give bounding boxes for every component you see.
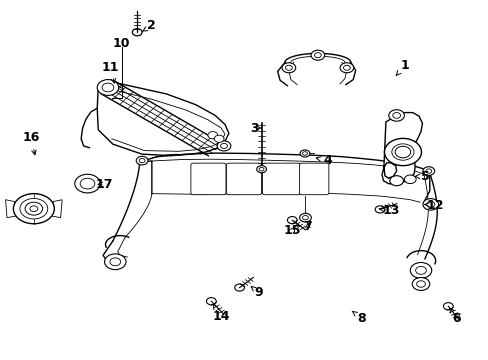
Text: 6: 6 [449, 308, 460, 325]
Text: 1: 1 [395, 59, 409, 75]
Text: 7: 7 [303, 220, 312, 233]
Circle shape [389, 176, 403, 186]
Circle shape [426, 202, 434, 207]
Polygon shape [381, 113, 422, 184]
Circle shape [374, 206, 384, 213]
Circle shape [97, 80, 119, 95]
Circle shape [214, 135, 224, 142]
Circle shape [30, 206, 38, 212]
Circle shape [443, 303, 452, 310]
Circle shape [388, 110, 404, 121]
Text: 12: 12 [423, 199, 444, 212]
Circle shape [415, 266, 426, 274]
Circle shape [110, 258, 121, 266]
Circle shape [416, 281, 425, 287]
Text: 14: 14 [212, 305, 229, 324]
Text: 15: 15 [283, 224, 301, 238]
Text: 8: 8 [351, 311, 365, 325]
Circle shape [411, 278, 429, 291]
Circle shape [302, 152, 307, 155]
Circle shape [422, 199, 438, 210]
Circle shape [132, 29, 142, 36]
Circle shape [422, 167, 434, 175]
Circle shape [392, 113, 400, 118]
Text: 5: 5 [414, 170, 428, 183]
Circle shape [394, 146, 410, 158]
Circle shape [404, 175, 415, 184]
Circle shape [75, 174, 100, 193]
Text: 3: 3 [249, 122, 261, 135]
Circle shape [136, 156, 148, 165]
FancyBboxPatch shape [190, 163, 225, 195]
Text: 11: 11 [102, 60, 119, 83]
Circle shape [234, 284, 244, 291]
Circle shape [300, 150, 309, 157]
Circle shape [391, 144, 413, 160]
Circle shape [285, 65, 292, 70]
Circle shape [302, 216, 308, 220]
Circle shape [207, 132, 217, 139]
Text: 2: 2 [142, 19, 156, 32]
Circle shape [259, 167, 264, 171]
Circle shape [287, 217, 297, 224]
Circle shape [314, 53, 321, 58]
Text: 17: 17 [96, 178, 113, 191]
Circle shape [310, 50, 324, 60]
Circle shape [206, 298, 216, 305]
FancyBboxPatch shape [262, 163, 300, 195]
Circle shape [299, 213, 311, 222]
Circle shape [339, 63, 353, 73]
Circle shape [104, 254, 126, 270]
Polygon shape [5, 200, 17, 218]
Circle shape [13, 194, 54, 224]
Text: 4: 4 [316, 154, 331, 167]
Circle shape [384, 138, 421, 166]
Circle shape [409, 262, 431, 278]
Circle shape [80, 178, 95, 189]
Circle shape [256, 166, 266, 173]
Circle shape [81, 179, 94, 188]
Circle shape [220, 143, 227, 148]
Circle shape [139, 158, 145, 163]
Text: 10: 10 [113, 36, 130, 50]
Text: 13: 13 [378, 204, 399, 217]
Circle shape [300, 214, 310, 221]
Circle shape [102, 83, 114, 92]
Circle shape [20, 198, 48, 219]
Text: 9: 9 [251, 287, 263, 300]
Text: 16: 16 [22, 131, 40, 155]
Circle shape [343, 65, 349, 70]
FancyBboxPatch shape [226, 163, 261, 195]
Circle shape [25, 202, 42, 215]
Circle shape [217, 141, 230, 151]
FancyBboxPatch shape [299, 163, 328, 195]
Circle shape [425, 169, 431, 173]
Circle shape [282, 63, 295, 73]
Polygon shape [51, 200, 62, 218]
